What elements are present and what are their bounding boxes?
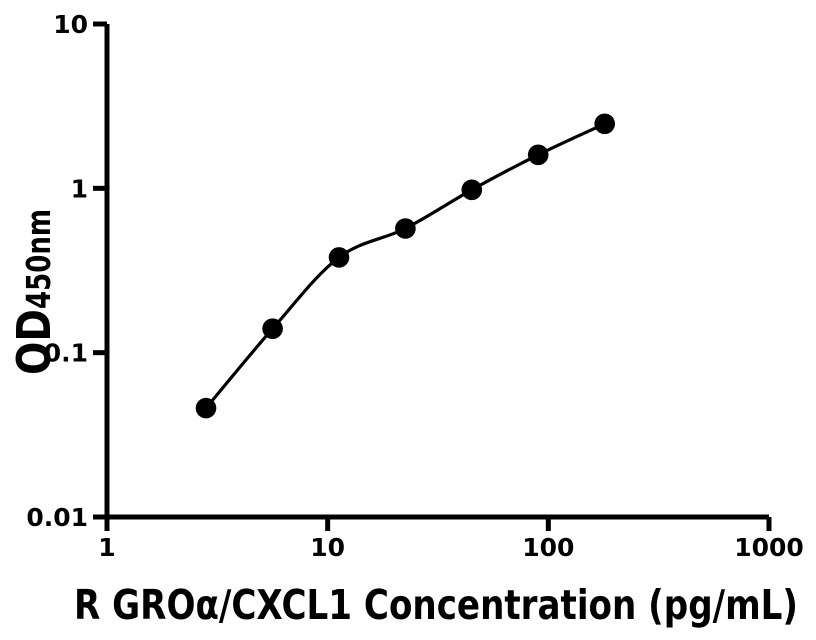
x-tick-label: 1000: [734, 533, 804, 562]
series-standard-curve: [195, 113, 615, 419]
data-point: [395, 218, 416, 239]
y-axis-title-main: OD: [7, 309, 61, 375]
x-tick-label: 100: [522, 533, 574, 562]
data-point: [262, 318, 283, 340]
x-ticks: [104, 517, 772, 531]
y-axis-title: OD450nm: [7, 209, 61, 375]
standard-curve-line: [204, 122, 606, 410]
data-point: [461, 179, 483, 201]
y-tick-labels: 0.01 0.1 1 10: [26, 10, 88, 532]
y-tick-label: 0.01: [26, 503, 88, 532]
data-point: [594, 113, 615, 135]
y-tick-label: 1: [71, 174, 88, 203]
data-point: [195, 397, 217, 419]
axis-frame: [104, 24, 769, 520]
x-tick-label: 10: [310, 533, 345, 562]
y-tick-label: 10: [53, 10, 88, 39]
y-tick-label: 0.1: [44, 339, 88, 368]
x-tick-labels: 1 10 100 1000: [98, 533, 804, 562]
data-point: [328, 247, 350, 268]
x-axis-title: R GROα/CXCL1 Concentration (pg/mL): [74, 581, 798, 629]
y-axis-title-subscript: 450nm: [19, 209, 58, 309]
data-point: [527, 144, 549, 166]
x-tick-label: 1: [98, 533, 115, 562]
